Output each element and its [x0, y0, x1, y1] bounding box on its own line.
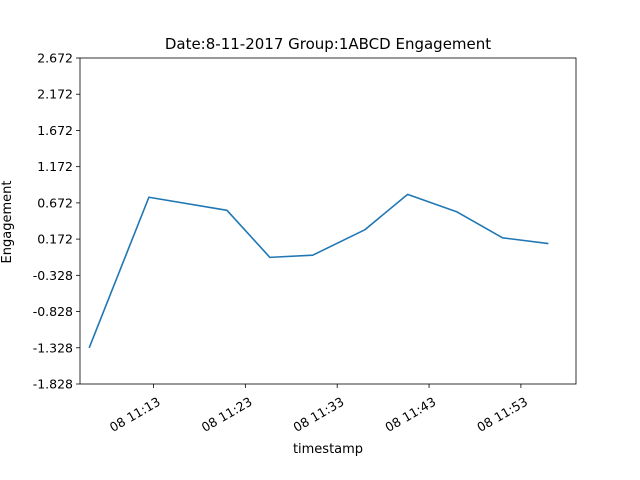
x-tick-label: 08 11:13	[107, 394, 163, 435]
y-tick-label: 0.672	[37, 195, 73, 210]
x-tick-label: 08 11:23	[199, 394, 255, 435]
series-line-0	[88, 193, 549, 349]
y-tick-label: 0.172	[37, 232, 73, 247]
x-tick-label: 08 11:33	[291, 394, 347, 435]
y-tick-label: -1.328	[33, 340, 73, 355]
y-tick-label: 1.672	[37, 123, 73, 138]
x-axis-label: timestamp	[293, 442, 363, 457]
chart-title: Date:8-11-2017 Group:1ABCD Engagement	[165, 35, 491, 53]
plot-frame	[79, 57, 577, 385]
y-tick-label: 1.172	[37, 159, 73, 174]
y-tick-label: -0.328	[33, 268, 73, 283]
y-tick-label: -0.828	[33, 304, 73, 319]
plot-area	[88, 193, 549, 349]
y-tick-label: -1.828	[33, 377, 73, 392]
y-tick-label: 2.672	[37, 51, 73, 66]
x-tick-label: 08 11:53	[474, 394, 530, 435]
x-tick-label: 08 11:43	[382, 394, 438, 435]
axes: -1.828 -1.328 -0.828 -0.328 0.172 0.672 1.172 1…	[33, 51, 577, 435]
y-tick-label: 2.172	[37, 87, 73, 102]
y-axis-label: Engagement	[0, 181, 15, 264]
